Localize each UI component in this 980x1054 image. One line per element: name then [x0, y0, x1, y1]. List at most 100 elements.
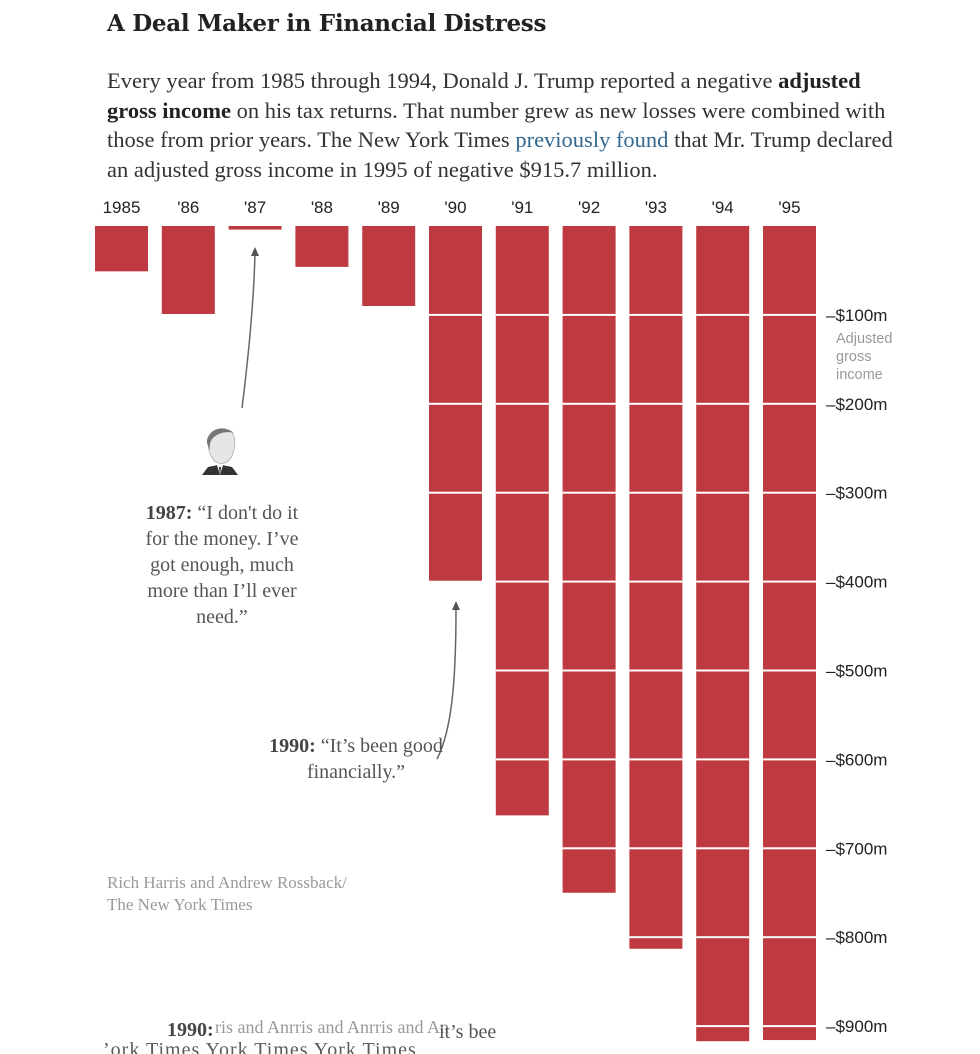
gridline-segment: [495, 669, 549, 672]
ghost-bottom: ’ork Times York Times York Times: [103, 1039, 417, 1054]
gridline-segment: [763, 402, 816, 405]
x-tick-label: '95: [778, 198, 800, 217]
gridline-segment: [562, 402, 616, 405]
x-tick-label: '86: [177, 198, 199, 217]
gridline-segment: [696, 936, 750, 939]
quote-1990: 1990: “It’s been good financially.”: [268, 733, 444, 785]
bar-95: [763, 226, 816, 1041]
intro-paragraph: Every year from 1985 through 1994, Donal…: [107, 66, 897, 184]
y-tick-label: –$800m: [826, 928, 887, 947]
ghost-overlap: ris and Anrris and Anrris and An: [215, 1017, 449, 1037]
gridline-segment: [429, 402, 482, 405]
gridline-segment: [495, 580, 549, 583]
gridline-segment: [763, 758, 816, 761]
y-axis-title-line2: gross: [836, 349, 871, 365]
intro-text-2: on his tax returns. That number grew as …: [107, 97, 886, 153]
gridline-segment: [562, 580, 616, 583]
x-tick-label: '93: [645, 198, 667, 217]
ghost-year: 1990:: [167, 1019, 214, 1041]
bar-87: [228, 226, 282, 230]
gridline-segment: [562, 847, 616, 850]
gridline-segment: [629, 758, 683, 761]
gridline-segment: [629, 402, 683, 405]
quote-1987-text: “I don't do it for the money. I’ve got e…: [145, 502, 299, 628]
gridline-segment: [763, 847, 816, 850]
gridline-segment: [629, 847, 683, 850]
y-tick-label: –$500m: [826, 662, 887, 681]
rendering-artifact-text: ris and Anrris and Anrris and An 1990: i…: [103, 1015, 523, 1054]
x-tick-label: '88: [311, 198, 333, 217]
gridline-segment: [696, 580, 750, 583]
y-tick-label: –$900m: [826, 1017, 887, 1036]
quote-1987: 1987: “I don't do it for the money. I’ve…: [134, 500, 310, 630]
x-tick-label: '87: [244, 198, 266, 217]
bar-89: [362, 226, 416, 307]
quote-1987-year: 1987:: [145, 502, 193, 524]
y-tick-label: –$100m: [826, 306, 887, 325]
gridline-segment: [696, 313, 750, 316]
gridline-segment: [763, 580, 816, 583]
gridline-segment: [763, 669, 816, 672]
credit-line-2: The New York Times: [107, 895, 253, 914]
gridline-segment: [495, 491, 549, 494]
gridline-segment: [763, 1025, 816, 1028]
y-axis-title-line1: Adjusted: [836, 331, 892, 347]
arrow-1987-head: [251, 247, 259, 256]
bar-91: [495, 226, 549, 816]
gridline-segment: [562, 669, 616, 672]
gridline-segment: [495, 758, 549, 761]
bar-88: [295, 226, 349, 267]
gridline-segment: [495, 402, 549, 405]
credit: Rich Harris and Andrew Rossback/ The New…: [107, 872, 347, 916]
gridline-segment: [562, 313, 616, 316]
x-tick-label: '91: [511, 198, 533, 217]
gridline-segment: [763, 313, 816, 316]
x-axis-labels: 1985 '86 '87 '88 '89 '90 '91 '92 '93 '94 '95: [103, 198, 801, 217]
gridline-segment: [429, 491, 482, 494]
gridline-segment: [763, 936, 816, 939]
quote-1990-text: “It’s been good financially.”: [306, 735, 443, 783]
arrow-1987: [241, 251, 256, 409]
x-tick-label: '92: [578, 198, 600, 217]
previously-found-link[interactable]: previously found: [515, 127, 669, 152]
gridline-segment: [562, 758, 616, 761]
y-tick-label: –$300m: [826, 484, 887, 503]
bar-94: [696, 226, 750, 1042]
y-tick-label: –$600m: [826, 750, 887, 769]
intro-text-3: that Mr. Trump declared an adjusted gros…: [107, 127, 893, 182]
gridline-segment: [763, 491, 816, 494]
bar-86: [161, 226, 215, 315]
gridline-segment: [429, 313, 482, 316]
bar-93: [629, 226, 683, 949]
ghost-tail: it’s bee: [439, 1021, 497, 1043]
gridline-segment: [562, 491, 616, 494]
bar-92: [562, 226, 616, 893]
x-tick-label: 1985: [103, 198, 141, 217]
gridline-segment: [495, 313, 549, 316]
x-tick-label: '94: [712, 198, 734, 217]
y-tick-label: –$700m: [826, 839, 887, 858]
intro-text-1: Every year from 1985 through 1994, Donal…: [107, 68, 779, 93]
y-axis-title-line3: income: [836, 367, 883, 383]
bar-1985: [95, 226, 148, 272]
gridline-segment: [696, 1025, 750, 1028]
x-tick-label: '90: [444, 198, 466, 217]
credit-line-1: Rich Harris and Andrew Rossback/: [107, 873, 347, 892]
quote-1990-year: 1990:: [269, 735, 316, 757]
gridline-segment: [696, 669, 750, 672]
gridline-segment: [696, 491, 750, 494]
gridline-segment: [629, 491, 683, 494]
gridline-segment: [629, 580, 683, 583]
bars-group: [95, 226, 816, 1042]
gridline-segment: [629, 936, 683, 939]
gridline-segment: [696, 758, 750, 761]
x-tick-label: '89: [378, 198, 400, 217]
gridline-segment: [696, 402, 750, 405]
y-axis-labels: –$100m –$200m –$300m –$400m –$500m –$600m –$70…: [826, 306, 887, 1036]
chart-title: A Deal Maker in Financial Distress: [107, 10, 547, 37]
gridline-segment: [629, 313, 683, 316]
y-tick-label: –$400m: [826, 573, 887, 592]
arrow-1990-head: [452, 601, 460, 610]
arrow-1990: [436, 607, 457, 760]
